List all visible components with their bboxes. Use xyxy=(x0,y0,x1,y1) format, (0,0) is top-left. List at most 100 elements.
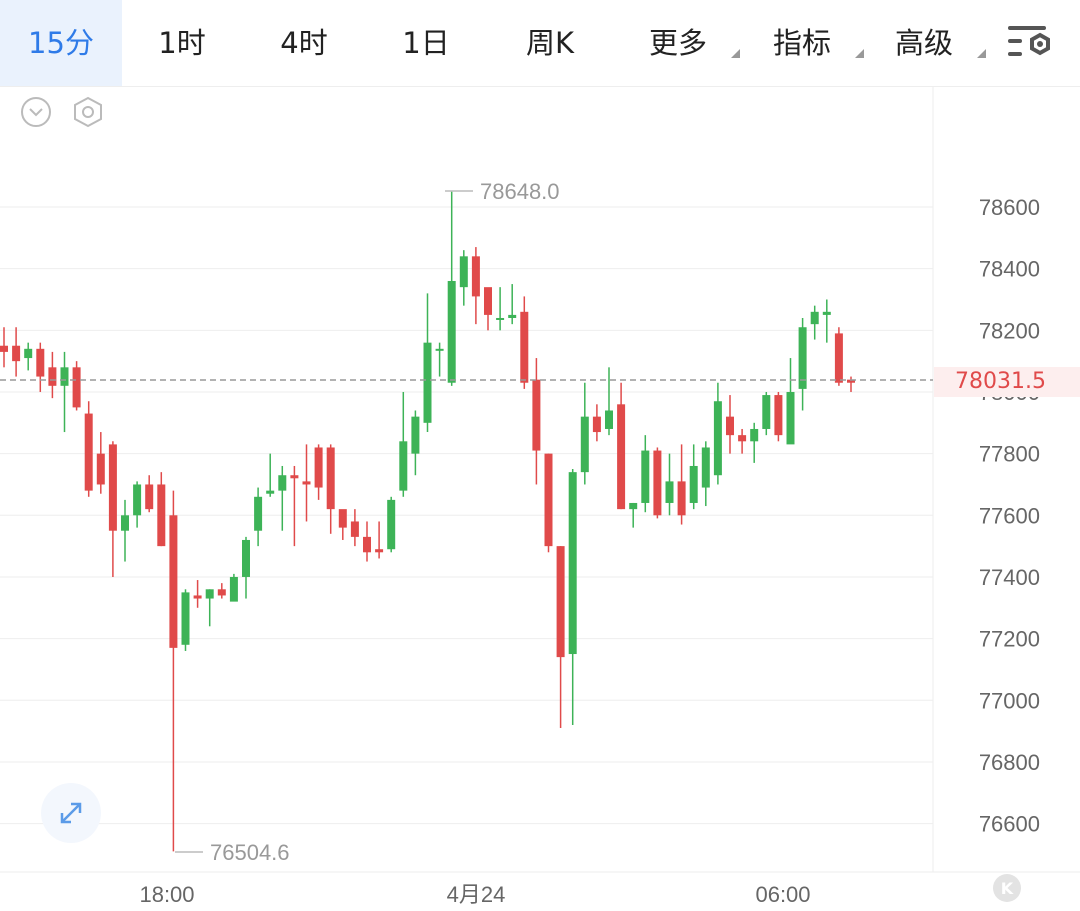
candle xyxy=(375,521,384,559)
candle xyxy=(350,509,359,547)
collapse-chevron-icon[interactable] xyxy=(20,96,52,128)
tab-more-dropdown[interactable]: 更多 xyxy=(628,0,742,86)
candle xyxy=(181,589,190,651)
x-tick-label: 06:00 xyxy=(755,882,810,907)
candle-body xyxy=(108,444,117,531)
candle-body xyxy=(738,435,747,442)
candle-body xyxy=(411,416,420,454)
candle xyxy=(121,499,129,562)
k-logo-icon[interactable]: K xyxy=(992,873,1022,903)
candle-body xyxy=(798,327,807,389)
candle-body xyxy=(653,450,662,516)
candle xyxy=(726,395,734,454)
y-tick-label: 77800 xyxy=(979,442,1040,467)
y-tick-label: 76800 xyxy=(979,750,1040,775)
candle xyxy=(508,284,517,325)
candle-body xyxy=(314,447,323,488)
candle-body xyxy=(762,395,771,429)
candle xyxy=(278,465,287,531)
candle xyxy=(60,351,69,433)
fullscreen-expand-icon[interactable] xyxy=(40,782,102,844)
y-tick-label: 77400 xyxy=(979,565,1040,590)
candle-body xyxy=(181,592,190,645)
candle-body xyxy=(363,536,371,553)
tab-1day[interactable]: 1日 xyxy=(376,0,476,86)
candle-body xyxy=(617,404,626,510)
candle xyxy=(254,487,263,547)
candle xyxy=(12,327,21,377)
tab-advanced-dropdown[interactable]: 高级 xyxy=(874,0,988,86)
current-price-value: 78031.5 xyxy=(955,369,1046,394)
tab-4hour[interactable]: 4时 xyxy=(254,0,354,86)
low-price-label: 76504.6 xyxy=(210,840,290,865)
candle-body xyxy=(96,453,105,485)
candle xyxy=(133,481,142,528)
candle xyxy=(532,358,541,485)
tab-label: 高级 xyxy=(894,26,953,60)
candle-body xyxy=(387,499,396,550)
candle-body xyxy=(266,490,275,494)
candle-body xyxy=(169,515,178,648)
candle-body xyxy=(786,391,795,445)
candle xyxy=(217,583,226,599)
candle-body xyxy=(520,311,529,383)
chart-config-hexagon-icon[interactable] xyxy=(72,96,104,128)
candle-body xyxy=(350,521,359,537)
candle-body xyxy=(60,367,69,386)
candle xyxy=(72,361,81,411)
candle-body xyxy=(834,333,843,383)
candle xyxy=(822,299,831,343)
candle-body xyxy=(302,481,311,485)
dropdown-triangle-icon xyxy=(855,49,864,58)
candle xyxy=(496,287,505,331)
candle-body xyxy=(629,502,638,510)
tab-label: 1日 xyxy=(402,26,450,60)
tab-15min[interactable]: 15分 xyxy=(0,0,122,86)
candle-body xyxy=(665,481,674,503)
candle xyxy=(326,444,335,534)
tab-indicators-dropdown[interactable]: 指标 xyxy=(752,0,866,86)
tab-label: 周K xyxy=(525,26,575,60)
candle-body xyxy=(822,311,831,315)
candle xyxy=(665,453,674,516)
candle xyxy=(399,391,408,497)
y-tick-label: 78600 xyxy=(979,195,1040,220)
y-tick-label: 77200 xyxy=(979,627,1040,652)
candlestick-chart[interactable]: 7860078400782007800077800776007740077200… xyxy=(0,87,1080,911)
candle xyxy=(544,453,553,553)
candle xyxy=(36,342,45,392)
candle-body xyxy=(0,345,8,352)
candle xyxy=(798,317,807,411)
candle-body xyxy=(713,401,722,476)
chart-settings-icon[interactable] xyxy=(1000,20,1056,66)
candle xyxy=(363,521,371,562)
y-tick-label: 78200 xyxy=(979,318,1040,343)
candle xyxy=(193,580,202,608)
candle xyxy=(568,469,577,725)
candle-body xyxy=(774,395,783,436)
candle xyxy=(169,490,178,852)
candle xyxy=(605,367,613,436)
candle-body xyxy=(544,453,553,547)
candle xyxy=(96,432,105,494)
candle xyxy=(459,250,468,306)
dropdown-triangle-icon xyxy=(731,49,740,58)
candle-body xyxy=(133,484,142,516)
candle xyxy=(834,327,843,386)
candle xyxy=(762,391,771,436)
candle-body xyxy=(254,496,263,531)
candle xyxy=(774,391,783,442)
dropdown-triangle-icon xyxy=(977,49,986,58)
x-tick-label: 4月24 xyxy=(447,882,506,907)
tab-1hour[interactable]: 1时 xyxy=(132,0,232,86)
candle xyxy=(447,191,456,386)
candle xyxy=(84,401,93,497)
candle xyxy=(157,472,166,547)
candle xyxy=(145,475,154,513)
candle-body xyxy=(193,595,202,599)
candle-body xyxy=(72,367,81,408)
candle xyxy=(641,435,650,513)
tab-label: 指标 xyxy=(772,26,831,60)
candle xyxy=(750,422,759,463)
tab-week[interactable]: 周K xyxy=(500,0,600,86)
